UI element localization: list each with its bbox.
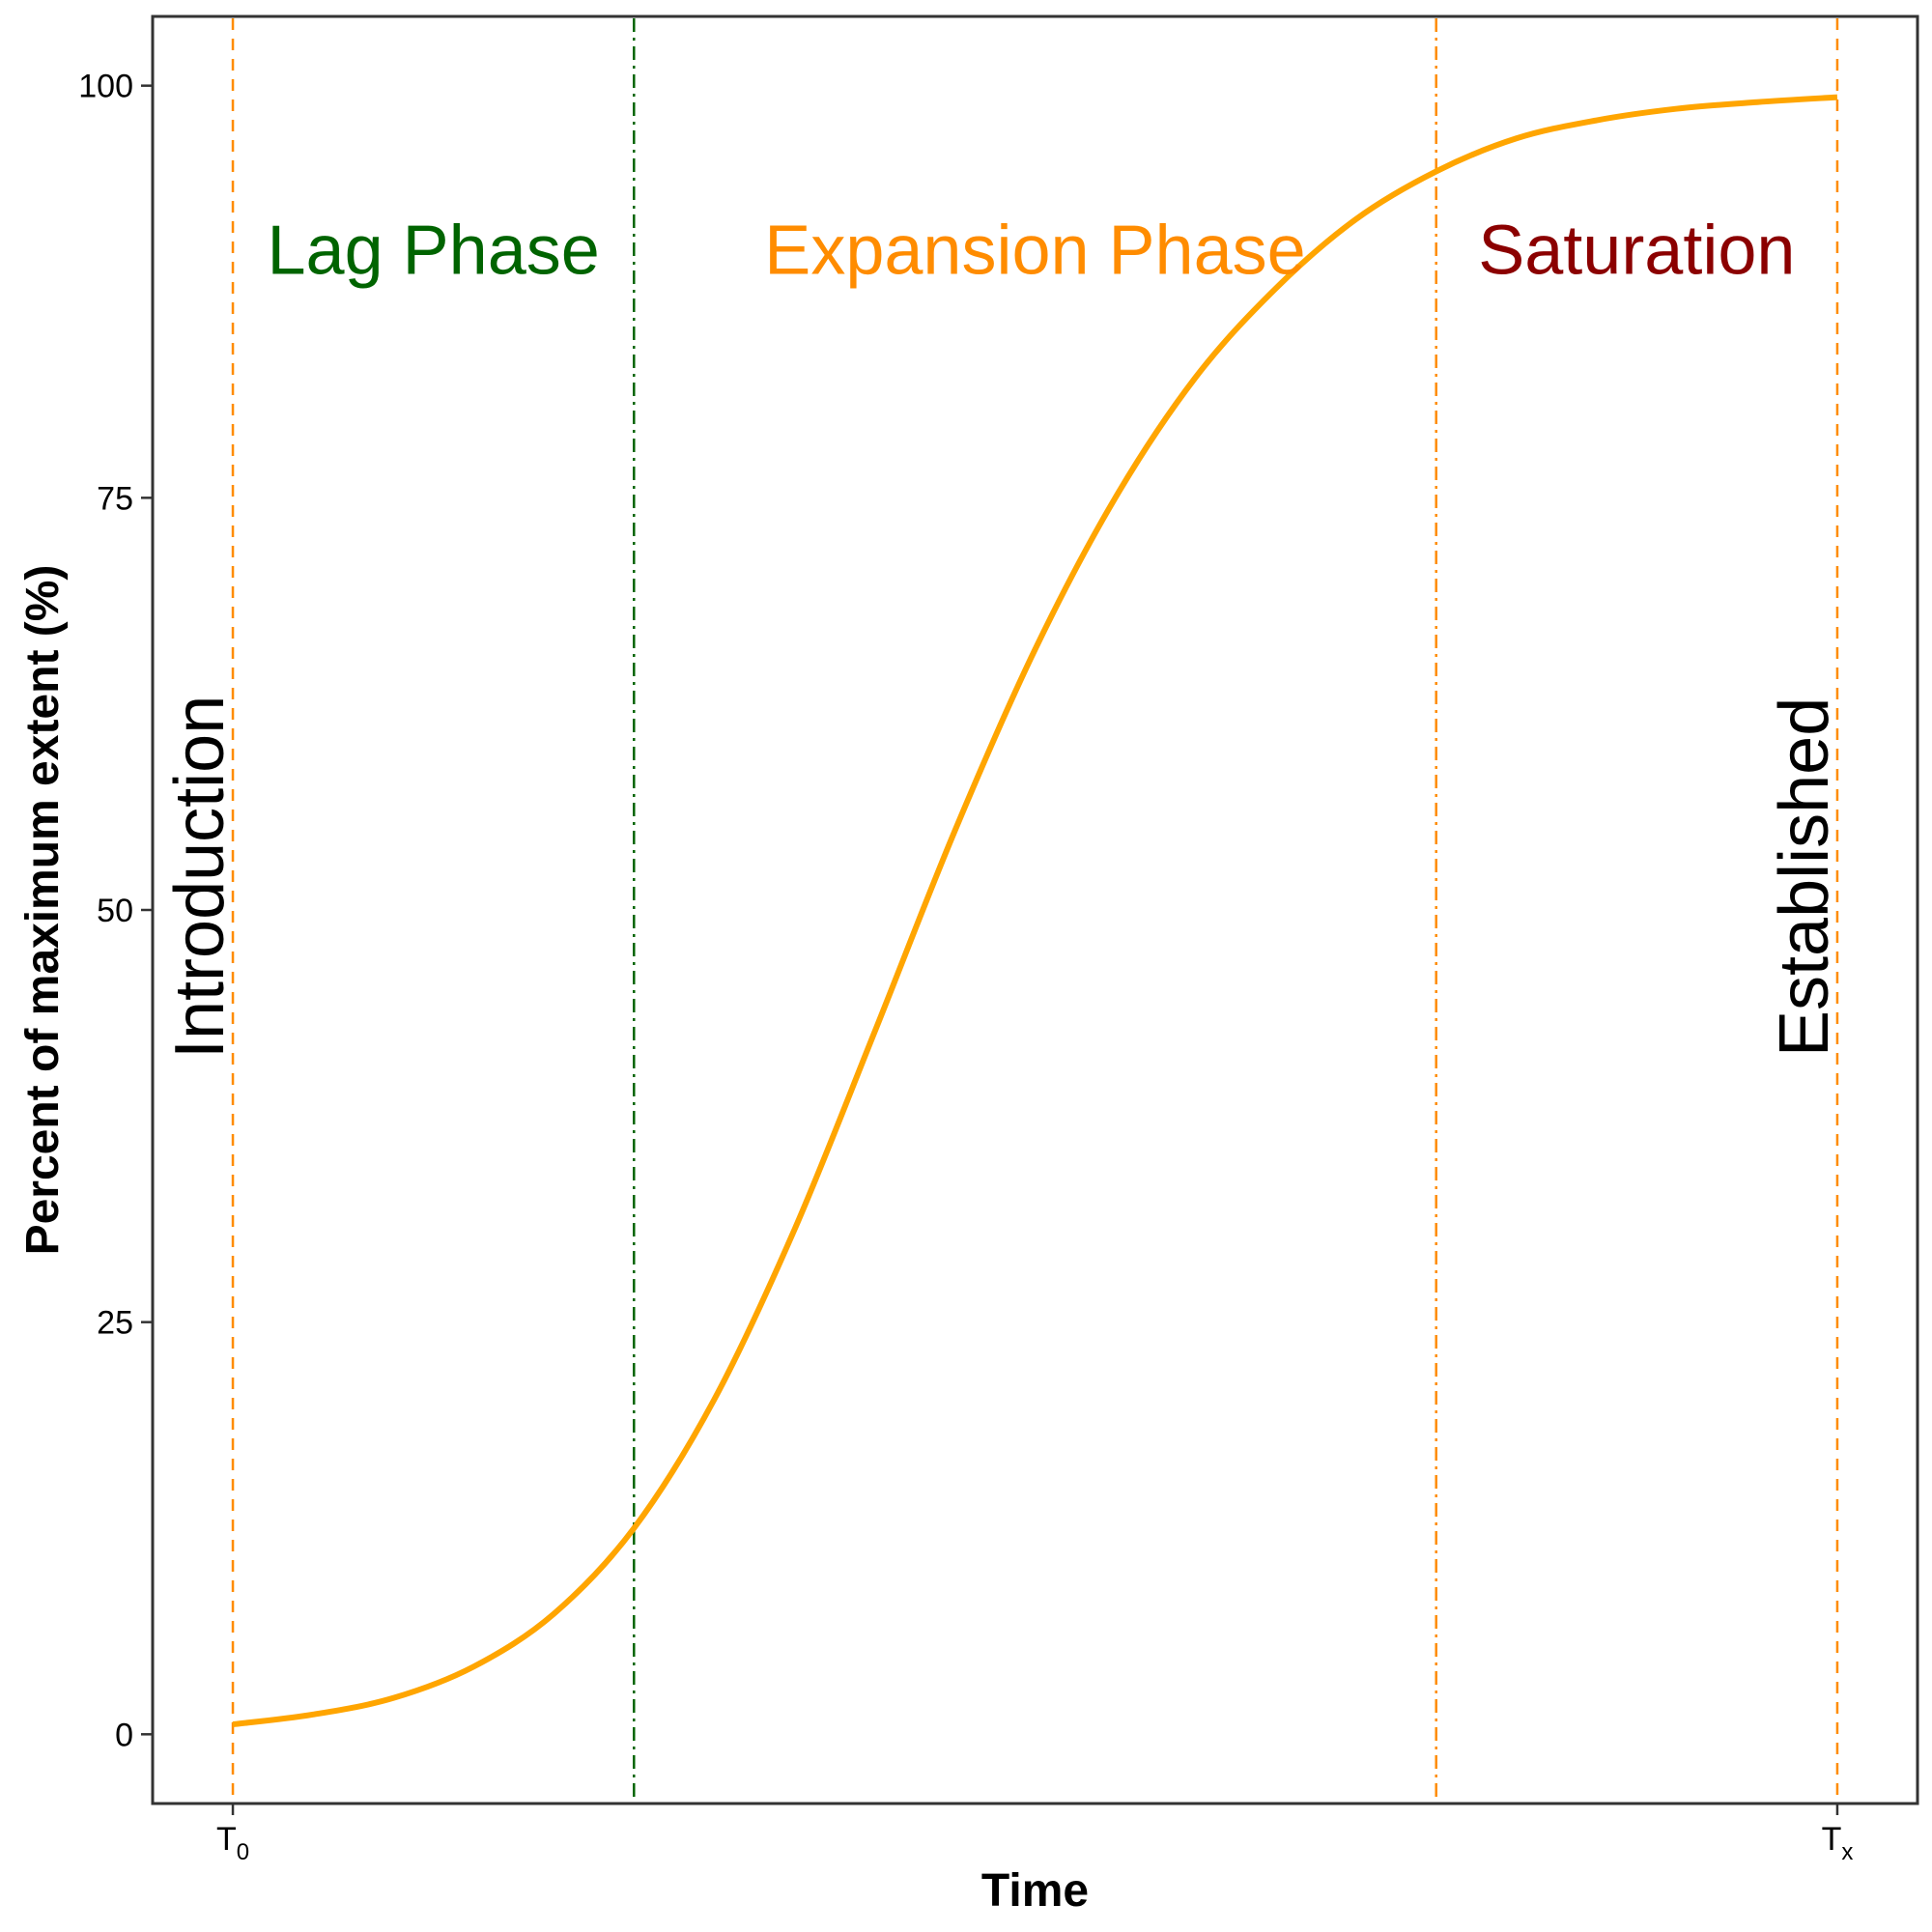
plot-panel xyxy=(151,14,1919,1805)
series-layer xyxy=(232,94,1838,1728)
phase-annotations: Lag Phase Expansion Phase Saturation Introd… xyxy=(161,212,1843,1059)
y-axis-title: Percent of maximum extent (%) xyxy=(17,565,69,1256)
y-axis: 0 25 50 75 100 xyxy=(78,69,153,1753)
x-axis-title: Time xyxy=(981,1865,1089,1917)
y-tick-label-25: 25 xyxy=(97,1305,133,1342)
x-tick-label-1: Tx xyxy=(1822,1821,1854,1865)
y-tick-label-50: 50 xyxy=(97,893,133,929)
y-tick-label-0: 0 xyxy=(115,1717,133,1753)
series-line-0 xyxy=(232,94,1838,1728)
annotation-saturation: Saturation xyxy=(1478,212,1795,289)
reference-lines xyxy=(231,18,1839,1802)
annotation-expansion-phase: Expansion Phase xyxy=(764,212,1305,289)
annotation-introduction: Introduction xyxy=(161,696,239,1059)
annotation-lag-phase: Lag Phase xyxy=(268,212,600,289)
x-axis: T0 Tx xyxy=(216,1804,1853,1865)
x-tick-label-0: T0 xyxy=(216,1821,249,1865)
annotation-established: Established xyxy=(1766,697,1843,1057)
y-tick-label-100: 100 xyxy=(78,69,133,105)
y-tick-label-75: 75 xyxy=(97,480,133,517)
